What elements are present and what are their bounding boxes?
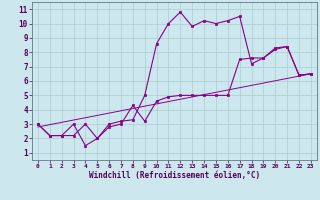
X-axis label: Windchill (Refroidissement éolien,°C): Windchill (Refroidissement éolien,°C) [89,171,260,180]
